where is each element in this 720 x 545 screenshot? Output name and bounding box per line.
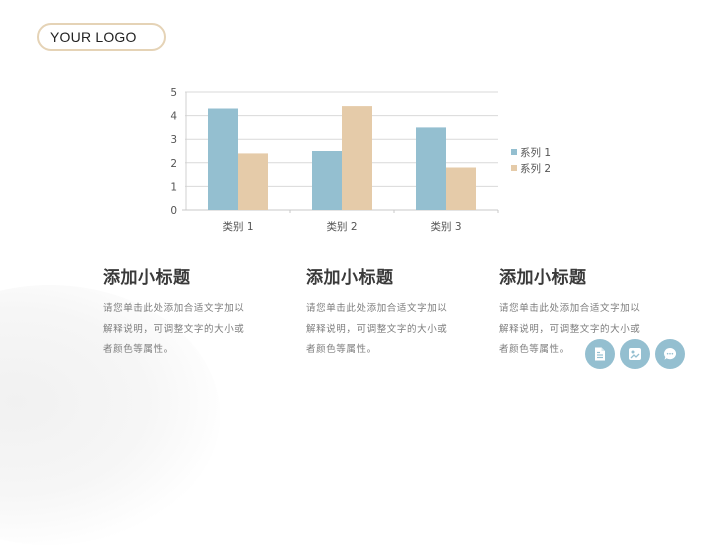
bar-chart: 0 1 2 3 4 5 类别 1 类别 2 类别 3 系列 1 系列 2 [170,87,551,233]
bar-series1-cat1 [208,108,238,210]
y-tick-label: 0 [170,205,177,217]
x-tick-label: 类别 3 [430,220,461,233]
legend-label-series2: 系列 2 [520,162,551,175]
bar-series1-cat3 [416,127,446,210]
image-button[interactable] [620,339,650,369]
document-button[interactable] [585,339,615,369]
card-title: 添加小标题 [103,268,191,288]
bar-series2-cat3 [446,167,476,210]
legend-swatch-series1 [511,149,517,155]
legend: 系列 1 系列 2 [511,146,551,175]
card-title: 添加小标题 [499,268,587,288]
bar-series1-cat2 [312,151,342,210]
card-body: 请您单击此处添加合适文字加以解释说明，可调整文字的大小或者颜色等属性。 [499,303,641,355]
chat-icon [664,347,677,360]
legend-swatch-series2 [511,165,517,171]
bars [208,106,476,210]
chat-button[interactable] [655,339,685,369]
x-tick-label: 类别 2 [326,220,357,233]
bar-series2-cat1 [238,153,268,210]
bar-series2-cat2 [342,106,372,210]
y-tick-label: 4 [170,111,177,123]
info-card-2: 添加小标题 请您单击此处添加合适文字加以解释说明，可调整文字的大小或者颜色等属性… [306,266,466,361]
x-axis-labels: 类别 1 类别 2 类别 3 [222,220,461,233]
x-axis-ticks [289,210,499,213]
y-axis-labels: 0 1 2 3 4 5 [170,87,177,217]
image-icon [629,348,641,360]
logo-text: YOUR LOGO [50,29,137,45]
y-tick-label: 5 [170,87,177,99]
info-card-3: 添加小标题 请您单击此处添加合适文字加以解释说明，可调整文字的大小或者颜色等属性… [499,266,659,361]
info-card-1: 添加小标题 请您单击此处添加合适文字加以解释说明，可调整文字的大小或者颜色等属性… [103,266,263,361]
card-body: 请您单击此处添加合适文字加以解释说明，可调整文字的大小或者颜色等属性。 [103,303,245,355]
logo-badge: YOUR LOGO [37,23,166,51]
y-tick-label: 1 [170,181,177,193]
document-icon [595,347,605,361]
y-tick-label: 2 [170,158,177,170]
y-tick-label: 3 [170,134,177,146]
card-body: 请您单击此处添加合适文字加以解释说明，可调整文字的大小或者颜色等属性。 [306,303,448,355]
legend-label-series1: 系列 1 [520,146,551,159]
x-tick-label: 类别 1 [222,220,253,233]
card-title: 添加小标题 [306,268,394,288]
